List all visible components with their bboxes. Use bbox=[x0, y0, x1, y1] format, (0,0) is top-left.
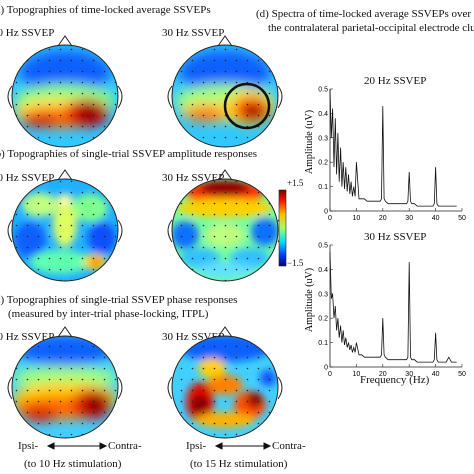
panel-c-title-line2: (measured by inter-trial phase-locking, … bbox=[8, 308, 209, 320]
x-tick-label: 20 bbox=[379, 371, 387, 378]
panel-b-left-label: 20 Hz SSVEP bbox=[0, 172, 55, 184]
panel-b-title: (b) Topographies of single-trial SSVEP a… bbox=[0, 148, 258, 160]
panel-a-right-label: 30 Hz SSVEP bbox=[162, 27, 225, 39]
x-tick-label: 20 bbox=[379, 215, 387, 222]
x-tick-label: 0 bbox=[328, 371, 332, 378]
y-tick-label: 0 bbox=[324, 365, 328, 372]
ipsi-label-right: Ipsi- bbox=[186, 440, 207, 452]
x-tick-label: 30 bbox=[405, 215, 413, 222]
topomap-b-20hz bbox=[7, 169, 123, 282]
panel-a-left-label: 20 Hz SSVEP bbox=[0, 27, 55, 39]
spectrum-1-title: 20 Hz SSVEP bbox=[364, 75, 427, 87]
x-tick-label: 40 bbox=[432, 215, 440, 222]
panel-d-title-line1: (d) Spectra of time-locked average SSVEP… bbox=[256, 8, 472, 20]
x-tick-label: 30 bbox=[405, 371, 413, 378]
spectrum-20hz: 0 0.1 0.2 0.3 0.4 0.5 0 10 20 30 40 50 bbox=[318, 87, 466, 223]
x-tick-label: 40 bbox=[432, 371, 440, 378]
y-tick-label: 0.3 bbox=[318, 291, 328, 298]
y-tick-label: 0.4 bbox=[318, 111, 328, 118]
colorbar-min-label: −1.5 bbox=[287, 258, 304, 268]
x-tick-label: 50 bbox=[458, 371, 466, 378]
spectrum-line bbox=[329, 88, 457, 207]
spectrum-2-title: 30 Hz SSVEP bbox=[364, 231, 427, 243]
panel-c-left-label: 20 Hz SSVEP bbox=[0, 331, 55, 343]
topomap-a-20hz bbox=[7, 35, 123, 148]
panel-a-title: (a) Topographies of time-locked average … bbox=[0, 4, 211, 16]
topomap-b-30hz bbox=[167, 169, 283, 282]
x-tick-label: 0 bbox=[328, 215, 332, 222]
topomap-c-30hz bbox=[167, 326, 283, 439]
spectrum-xlabel: Frequency (Hz) bbox=[360, 374, 430, 386]
colorbar bbox=[278, 189, 287, 267]
spectrum-1-ylabel: Amplitude (uV) bbox=[304, 110, 315, 174]
ipsi-label-left: Ipsi- bbox=[18, 440, 39, 452]
x-tick-label: 10 bbox=[353, 215, 361, 222]
colorbar-max-label: +1.5 bbox=[287, 178, 304, 188]
panel-c-title-line1: (c) Topographies of single-trial SSVEP p… bbox=[0, 294, 238, 306]
spectrum-30hz: 0 0.1 0.2 0.3 0.4 0.5 0 10 20 30 40 50 bbox=[318, 243, 466, 379]
highlight-circle bbox=[223, 82, 271, 130]
y-tick-label: 0.1 bbox=[318, 184, 328, 191]
y-tick-label: 0.5 bbox=[318, 243, 328, 250]
left-stim-label: (to 10 Hz stimulation) bbox=[24, 458, 122, 470]
x-tick-label: 10 bbox=[353, 371, 361, 378]
y-tick-label: 0.2 bbox=[318, 160, 328, 167]
spectrum-2-ylabel: Amplitude (uV) bbox=[304, 268, 315, 332]
y-tick-label: 0.1 bbox=[318, 340, 328, 347]
spectrum-line bbox=[329, 252, 457, 363]
right-stim-label: (to 15 Hz stimulation) bbox=[190, 458, 288, 470]
contra-label-left: Contra- bbox=[108, 440, 142, 452]
y-tick-label: 0.3 bbox=[318, 135, 328, 142]
panel-d-title-line2: the contralateral parietal-occipital ele… bbox=[268, 22, 474, 34]
x-tick-label: 50 bbox=[458, 215, 466, 222]
y-tick-label: 0.4 bbox=[318, 267, 328, 274]
topomap-c-20hz bbox=[7, 326, 123, 439]
contra-label-right: Contra- bbox=[272, 440, 306, 452]
topomap-a-30hz bbox=[167, 35, 283, 148]
y-tick-label: 0.5 bbox=[318, 87, 328, 94]
ipsi-contra-arrows bbox=[46, 442, 272, 450]
y-tick-label: 0.2 bbox=[318, 316, 328, 323]
y-tick-label: 0 bbox=[324, 209, 328, 216]
